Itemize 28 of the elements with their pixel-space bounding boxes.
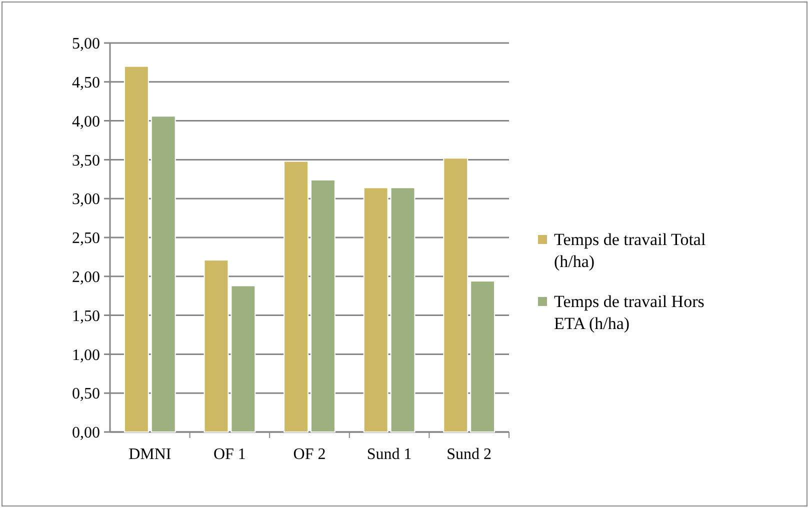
bar (310, 179, 336, 432)
y-tick-label: 2,50 (72, 230, 100, 248)
y-tick-label: 4,50 (72, 74, 100, 92)
y-tick-label: 2,00 (72, 269, 100, 286)
bar (470, 280, 496, 432)
bar (443, 158, 468, 432)
legend-label: Temps de travail Total (h/ha) (554, 230, 706, 271)
x-tick-label: OF 1 (213, 446, 246, 463)
legend-label: Temps de travail Hors ETA (h/ha) (554, 292, 704, 333)
bar (284, 160, 308, 432)
y-tick-label: 0,50 (72, 386, 100, 403)
x-tick-label: DMNI (128, 446, 172, 463)
x-tick-label: OF 2 (293, 446, 326, 463)
bar (124, 66, 149, 432)
y-tick-label: 4,00 (72, 113, 100, 130)
x-tick-label: Sund 1 (366, 446, 412, 463)
y-tick-label: 1,00 (72, 346, 100, 364)
x-tick-label: Sund 2 (446, 446, 492, 463)
bar (204, 260, 229, 432)
bar (230, 285, 256, 432)
y-tick-label: 5,00 (72, 36, 100, 53)
bar (390, 187, 416, 432)
y-tick-label: 1,50 (72, 308, 100, 325)
y-tick-label: 3,50 (72, 152, 100, 170)
y-tick-label: 3,00 (72, 191, 100, 208)
y-tick-label: 0,00 (72, 424, 100, 442)
bar (363, 187, 388, 432)
bar (150, 116, 176, 432)
